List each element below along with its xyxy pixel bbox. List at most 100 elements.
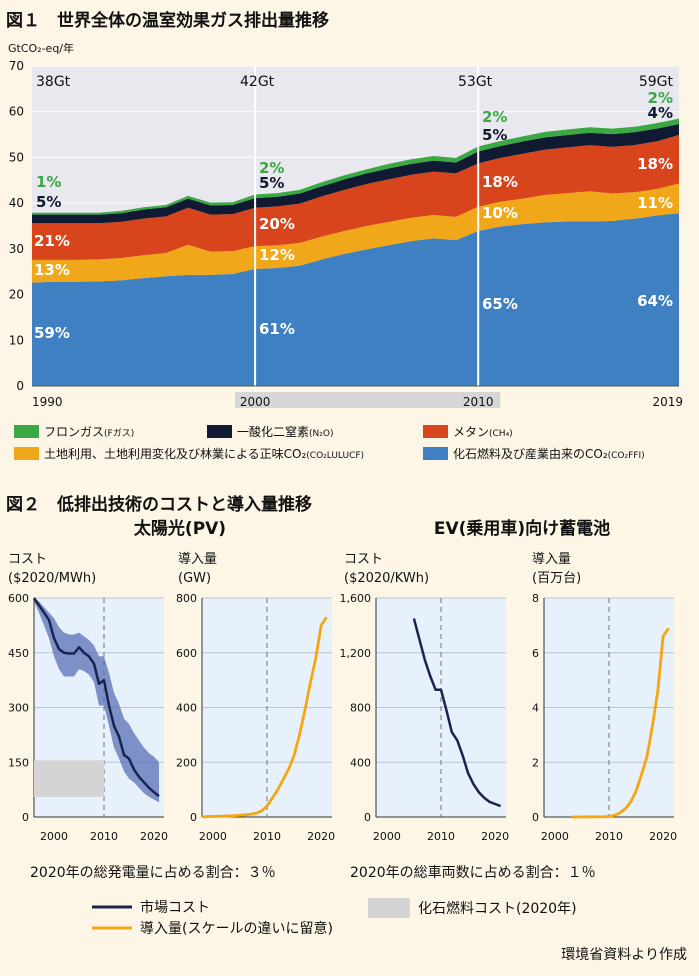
- pvinst-ytick-label: 400: [176, 702, 197, 715]
- pvcost-ytick-label: 600: [8, 592, 29, 605]
- fig1-pct-lulucf: 10%: [482, 204, 518, 222]
- pvinst-ytick-label: 0: [190, 811, 197, 824]
- fig1-area-ffi: [32, 213, 679, 386]
- pvinst-xtick-label: 2010: [253, 830, 281, 843]
- pvinst-ytick-label: 600: [176, 647, 197, 660]
- fig1-pct-n2o: 4%: [648, 104, 673, 122]
- evinst-xtick-label: 2010: [595, 830, 623, 843]
- fig1-ytick-label: 70: [9, 59, 24, 73]
- evcost-xtick-label: 2020: [481, 830, 509, 843]
- fig1-ytick-label: 40: [9, 196, 24, 210]
- fig1-legend-label: 土地利用、土地利用変化及び林業による正味CO₂(CO₂LULUCF): [44, 446, 364, 461]
- evinst-xtick-label: 2020: [649, 830, 677, 843]
- fig1-xtick-label: 2000: [240, 395, 271, 409]
- evinst-xtick-label: 2000: [541, 830, 569, 843]
- pvinst-axis-title: 導入量: [178, 552, 217, 567]
- fig1-ytick-label: 20: [9, 288, 24, 302]
- fig1-area-fgas: [32, 118, 679, 215]
- fig1-pct-lulucf: 13%: [34, 261, 70, 279]
- evinst-ytick-label: 0: [532, 811, 539, 824]
- fig1-xtick-label: 1990: [32, 395, 63, 409]
- evcost-ytick-label: 0: [364, 811, 371, 824]
- fig1-ytick-label: 10: [9, 333, 24, 347]
- fig1-unit-label: GtCO₂-eq/年: [8, 41, 74, 55]
- evcost-ytick-label: 800: [350, 702, 371, 715]
- fig1-total-label: 53Gt: [458, 74, 493, 90]
- fig1-area-ch4: [32, 135, 679, 260]
- evinst-ytick-label: 4: [532, 702, 539, 715]
- evcost-axis-title: コスト: [344, 552, 383, 567]
- fig1-total-label: 38Gt: [36, 74, 71, 90]
- fig1-legend-swatch: [423, 447, 448, 460]
- evinst-series-line: [571, 627, 670, 819]
- fig1-legend-swatch: [14, 425, 39, 438]
- pvcost-ytick-label: 450: [8, 647, 29, 660]
- legend-cost-label: 市場コスト: [140, 899, 210, 916]
- pvinst-ytick-label: 800: [176, 592, 197, 605]
- pvinst-series-line: [201, 616, 328, 819]
- pv-cost-range-band: [34, 598, 159, 803]
- pvcost-series-line: [32, 597, 160, 798]
- fig1-xtick-label: 2019: [652, 395, 683, 409]
- fig1-ytick-label: 50: [9, 150, 24, 164]
- evinst-ytick-label: 6: [532, 647, 539, 660]
- fig1-pct-n2o: 5%: [36, 193, 61, 211]
- fig1-pct-lulucf: 12%: [259, 246, 295, 264]
- pvcost-xtick-label: 2000: [40, 830, 68, 843]
- fig1-total-label: 59Gt: [639, 74, 674, 90]
- pvinst-xtick-label: 2020: [307, 830, 335, 843]
- fig1-pct-ch4: 21%: [34, 232, 70, 250]
- evcost-xtick-label: 2010: [427, 830, 455, 843]
- evinst-ytick-label: 2: [532, 756, 539, 769]
- ev-share-note: 2020年の総車両数に占める割合：１％: [350, 865, 596, 881]
- evcost-ytick-label: 1,200: [340, 647, 372, 660]
- fig1-legend-swatch: [423, 425, 448, 438]
- fig1-ytick-label: 30: [9, 242, 24, 256]
- fig1-pct-lulucf: 11%: [637, 194, 673, 212]
- ev-title: EV(乗用車)向け蓄電池: [434, 518, 610, 539]
- evinst-axis-title: 導入量: [532, 552, 571, 567]
- fig1-pct-fgas: 2%: [648, 89, 673, 107]
- fig1-title: 図１ 世界全体の温室効果ガス排出量推移: [6, 11, 329, 31]
- fig1-ytick-label: 0: [16, 379, 24, 393]
- fig1-period-bar: [235, 392, 501, 408]
- fig1-pct-ch4: 20%: [259, 215, 295, 233]
- legend-fossil-swatch: [368, 898, 410, 918]
- legend-inst-label: 導入量(スケールの違いに留意): [140, 920, 333, 937]
- pv-share-note: 2020年の総発電量に占める割合：３％: [30, 865, 276, 881]
- pvcost-xtick-label: 2010: [90, 830, 118, 843]
- fig1-pct-n2o: 5%: [482, 126, 507, 144]
- fig1-xtick-label: 2010: [463, 395, 494, 409]
- pv-title: 太陽光(PV): [134, 518, 226, 539]
- fig2-title: 図２ 低排出技術のコストと導入量推移: [6, 495, 312, 515]
- pvcost-ytick-label: 150: [8, 756, 29, 769]
- legend-fossil-label: 化石燃料コスト(2020年): [418, 900, 577, 917]
- evinst-ytick-label: 8: [532, 592, 539, 605]
- fig1-legend-label: メタン(CH₄): [453, 425, 513, 439]
- fig1-legend-label: フロンガス(Fガス): [44, 425, 134, 439]
- pvcost-ytick-label: 300: [8, 702, 29, 715]
- pvinst-xtick-label: 2000: [199, 830, 227, 843]
- fig1-legend-label: 一酸化二窒素(N₂O): [237, 424, 333, 439]
- fig1-area-n2o: [32, 124, 679, 224]
- fig1-pct-ffi: 61%: [259, 320, 295, 338]
- evinst-axis-unit: (百万台): [532, 571, 581, 586]
- fig1-pct-ch4: 18%: [637, 155, 673, 173]
- fig1-area-lulucf: [32, 183, 679, 283]
- pvcost-axis-unit: ($2020/MWh): [8, 571, 96, 586]
- pvinst-axis-unit: (GW): [178, 571, 211, 586]
- pvcost-xtick-label: 2020: [140, 830, 168, 843]
- fig1-total-label: 42Gt: [240, 74, 275, 90]
- fig1-pct-fgas: 2%: [259, 159, 284, 177]
- fig1-pct-fgas: 1%: [36, 173, 61, 191]
- fig1-ytick-label: 60: [9, 105, 24, 119]
- fig1-legend-label: 化石燃料及び産業由来のCO₂(CO₂FFI): [453, 446, 645, 461]
- pvcost-axis-title: コスト: [8, 552, 47, 567]
- fig1-pct-ffi: 64%: [637, 292, 673, 310]
- evcost-axis-unit: ($2020/KWh): [344, 571, 429, 586]
- pvcost-ytick-label: 0: [22, 811, 29, 824]
- fig1-pct-ch4: 18%: [482, 173, 518, 191]
- fig1-legend-swatch: [14, 447, 39, 460]
- fig1-pct-n2o: 5%: [259, 174, 284, 192]
- evcost-ytick-label: 400: [350, 756, 371, 769]
